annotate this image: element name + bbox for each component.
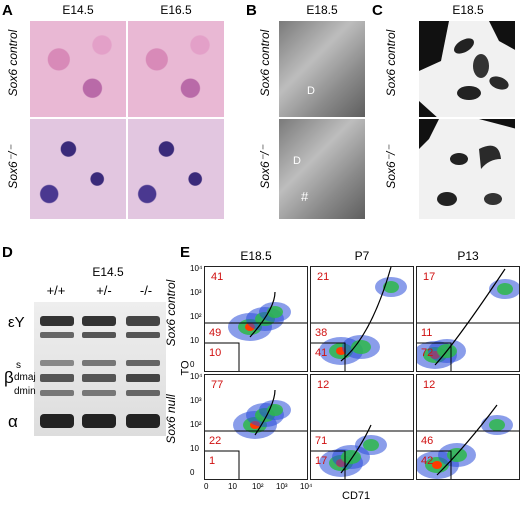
- y-tick-label: 10⁴: [190, 264, 203, 273]
- band-label-alpha: α: [8, 412, 18, 431]
- quadrant-percent-mid: 71: [315, 435, 328, 447]
- quadrant-percent-top: 17: [423, 271, 436, 283]
- band-label-ey: εY: [8, 314, 25, 331]
- tem-cells-null: [419, 119, 515, 206]
- flow-plot: 41 49 10: [204, 266, 308, 372]
- micrograph-a-null-e16: [127, 118, 225, 220]
- x-tick-label: 10³: [276, 482, 288, 491]
- tem-c-null: [418, 118, 516, 220]
- sem-mark-d: D: [293, 155, 301, 167]
- quadrant-percent-low: 17: [315, 455, 328, 467]
- sem-b-null: D #: [278, 118, 366, 220]
- panel-b-row-null: Sox6⁻/⁻: [258, 145, 272, 189]
- sem-mark-hash: #: [301, 189, 309, 204]
- flow-density: [311, 267, 413, 371]
- panel-label-e: E: [180, 244, 191, 261]
- panel-label-d: D: [2, 244, 13, 261]
- quadrant-percent-low: 72: [421, 347, 434, 359]
- flow-plot: 77 22 1: [204, 374, 308, 480]
- quadrant-percent-low: 1: [209, 455, 216, 467]
- quadrant-percent-top: 12: [317, 379, 330, 391]
- flow-density: [311, 424, 413, 479]
- panel-a-row-null: Sox6⁻/⁻: [6, 145, 20, 189]
- band-label-beta: β: [4, 368, 14, 387]
- quadrant-percent-low: 42: [421, 455, 434, 467]
- panel-label-a: A: [2, 2, 13, 19]
- flow-plot: 12 71 17: [310, 374, 414, 480]
- lane-label-wt: +/+: [46, 283, 66, 298]
- quadrant-percent-low: 41: [315, 347, 328, 359]
- quadrant-percent-mid: 46: [421, 435, 434, 447]
- lane-label-null: -/-: [139, 283, 153, 298]
- panel-e-xlabel: CD71: [342, 490, 371, 502]
- flow-plot: 21 38 41: [310, 266, 414, 372]
- flow-density: [205, 291, 307, 371]
- quadrant-percent-top: 41: [211, 271, 224, 283]
- panel-e-col-p13: P13: [457, 249, 479, 263]
- panel-a-header-e16: E16.5: [160, 3, 192, 17]
- panel-b-header: E18.5: [306, 3, 338, 17]
- y-tick-label: 10³: [190, 288, 202, 297]
- band-label-dmin: dmin: [14, 386, 36, 397]
- panel-c-row-null: Sox6⁻/⁻: [384, 145, 398, 189]
- panel-a-header-e14: E14.5: [62, 3, 94, 17]
- panel-e-row-null: Sox6 null: [164, 394, 178, 444]
- panel-e-row-control: Sox6 control: [164, 279, 178, 347]
- quadrant-percent-top: 21: [317, 271, 330, 283]
- y-tick-label: 10: [190, 444, 199, 453]
- sem-mark-d: D: [307, 85, 315, 97]
- quadrant-percent-mid: 22: [209, 435, 222, 447]
- y-tick-label: 0: [190, 468, 195, 477]
- y-tick-label: 10³: [190, 396, 202, 405]
- quadrant-percent-top: 77: [211, 379, 224, 391]
- panel-e-col-e18: E18.5: [240, 249, 272, 263]
- y-tick-label: 10: [190, 336, 199, 345]
- sem-b-control: D: [278, 20, 366, 118]
- panel-b-row-control: Sox6 control: [258, 29, 272, 97]
- panel-label-b: B: [246, 2, 257, 19]
- panel-d-header: E14.5: [92, 265, 124, 279]
- quadrant-percent-mid: 11: [421, 327, 433, 339]
- flow-density: [417, 268, 519, 371]
- quadrant-percent-top: 12: [423, 379, 436, 391]
- panel-e-col-p7: P7: [354, 249, 370, 263]
- gel-panel-d: [34, 302, 166, 436]
- quadrant-percent-mid: 38: [315, 327, 328, 339]
- micrograph-a-control-e16: [127, 20, 225, 118]
- y-tick-label: 0: [190, 360, 195, 369]
- band-label-dmaj: dmaj: [14, 372, 36, 383]
- quadrant-percent-low: 10: [209, 347, 222, 359]
- x-tick-label: 10⁴: [300, 482, 313, 491]
- tem-c-control: [418, 20, 516, 118]
- flow-density: [205, 389, 307, 479]
- x-tick-label: 10²: [252, 482, 264, 491]
- y-tick-label: 10⁴: [190, 372, 203, 381]
- flow-plot: 12 46 42: [416, 374, 520, 480]
- panel-a-row-control: Sox6 control: [6, 29, 20, 97]
- lane-label-het: +/-: [96, 283, 112, 298]
- band-label-s: s: [16, 360, 21, 371]
- micrograph-a-control-e14: [29, 20, 127, 118]
- quadrant-percent-mid: 49: [209, 327, 222, 339]
- micrograph-a-null-e14: [29, 118, 127, 220]
- y-tick-label: 10²: [190, 420, 202, 429]
- x-tick-label: 10: [228, 482, 237, 491]
- tem-cells-control: [419, 21, 515, 117]
- flow-density: [417, 404, 519, 479]
- gel-bands: [40, 316, 160, 428]
- y-tick-label: 10²: [190, 312, 202, 321]
- panel-c-row-control: Sox6 control: [384, 29, 398, 97]
- flow-plot: 17 11 72: [416, 266, 520, 372]
- panel-c-header: E18.5: [452, 3, 484, 17]
- panel-label-c: C: [372, 2, 383, 19]
- x-tick-label: 0: [204, 482, 209, 491]
